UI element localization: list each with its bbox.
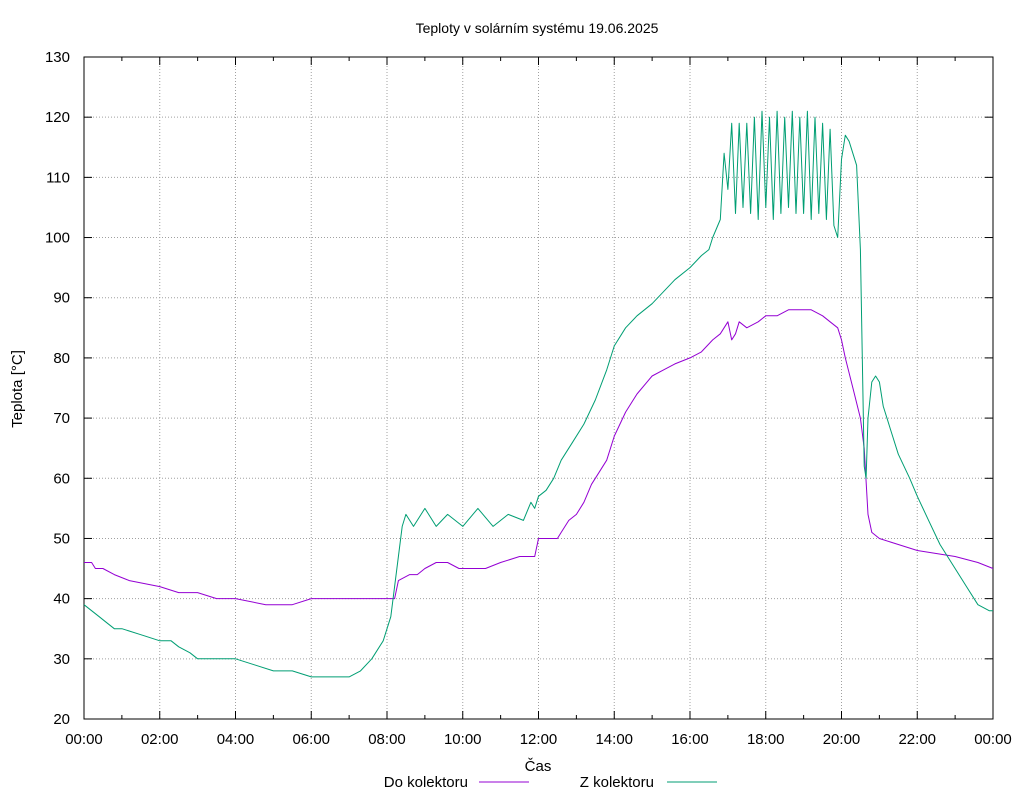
legend-label-do-kolektoru: Do kolektoru bbox=[384, 774, 468, 791]
x-tick-label: 00:00 bbox=[974, 731, 1012, 748]
axis-ticks bbox=[83, 56, 994, 720]
x-tick-label: 20:00 bbox=[823, 731, 861, 748]
legend-label-z-kolektoru: Z kolektoru bbox=[580, 774, 654, 791]
x-tick-labels: 00:00 02:00 04:00 06:00 08:00 10:00 12:00 14:00… bbox=[65, 731, 1012, 748]
grid bbox=[84, 57, 993, 719]
x-tick-label: 12:00 bbox=[520, 731, 558, 748]
chart-title: Teploty v solárním systému 19.06.2025 bbox=[416, 20, 659, 36]
y-tick-label: 70 bbox=[53, 410, 70, 427]
y-tick-label: 30 bbox=[53, 651, 70, 668]
x-tick-label: 18:00 bbox=[747, 731, 785, 748]
y-tick-label: 120 bbox=[45, 109, 70, 126]
y-tick-label: 130 bbox=[45, 49, 70, 66]
x-tick-label: 08:00 bbox=[368, 731, 406, 748]
y-tick-label: 110 bbox=[46, 169, 70, 186]
x-tick-label: 06:00 bbox=[292, 731, 330, 748]
series-group bbox=[83, 110, 994, 678]
y-tick-label: 50 bbox=[53, 530, 70, 547]
x-tick-label: 00:00 bbox=[65, 731, 103, 748]
series-line-do-kolektoru bbox=[84, 309, 994, 606]
y-tick-label: 60 bbox=[53, 470, 70, 487]
x-tick-label: 04:00 bbox=[217, 731, 255, 748]
y-tick-label: 80 bbox=[53, 350, 70, 367]
x-tick-label: 16:00 bbox=[671, 731, 709, 748]
y-tick-label: 100 bbox=[45, 230, 70, 247]
x-tick-label: 14:00 bbox=[595, 731, 633, 748]
series-line-z-kolektoru bbox=[83, 110, 993, 678]
y-tick-label: 20 bbox=[53, 711, 70, 728]
x-axis-title: Čas bbox=[525, 758, 552, 775]
x-tick-label: 02:00 bbox=[141, 731, 179, 748]
y-tick-label: 40 bbox=[53, 591, 70, 608]
y-axis-title: Teplota [°C] bbox=[9, 350, 26, 428]
y-tick-labels: 20 30 40 50 60 70 80 90 100 110 120 130 bbox=[45, 49, 70, 728]
legend: Do kolektoru Z kolektoru bbox=[384, 774, 717, 791]
y-tick-label: 90 bbox=[53, 290, 70, 307]
x-tick-label: 22:00 bbox=[898, 731, 936, 748]
x-tick-label: 10:00 bbox=[444, 731, 482, 748]
